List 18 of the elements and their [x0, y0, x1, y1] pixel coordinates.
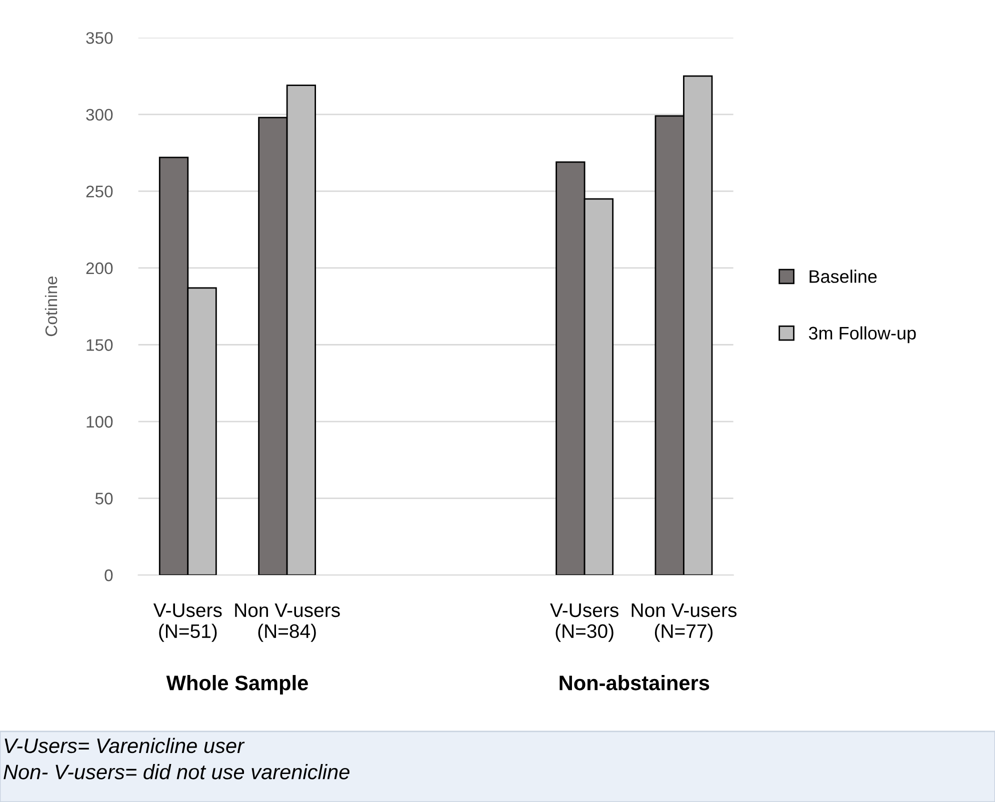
y-tick-label: 200 — [86, 262, 113, 274]
y-tick-label: 300 — [86, 108, 113, 121]
y-tick-label: 250 — [86, 186, 113, 198]
x-tick-label: V-Users (N=51) — [153, 604, 222, 642]
x-tick-label: Non V-users (N=84) — [235, 604, 340, 642]
x-tick-label: V-Users (N=30) — [550, 604, 618, 642]
text: V-Users= Varenicline user Non- V-users= did not use varenicline — [4, 738, 350, 780]
text: Non-abstainers — [560, 675, 710, 690]
y-tick-label: 50 — [95, 492, 113, 504]
text: Whole Sample — [166, 675, 308, 694]
y-tick-label: 350 — [86, 32, 113, 44]
legend-label: 3m Follow-up — [808, 326, 916, 344]
y-tick-label: 0 — [104, 569, 113, 582]
y-tick-label: 100 — [86, 416, 113, 428]
x-tick-label: Non V-users (N=77) — [632, 604, 737, 642]
legend-label: Baseline — [810, 270, 877, 283]
y-axis-title: Cotinine — [44, 276, 58, 336]
y-tick-label: 150 — [86, 339, 113, 351]
